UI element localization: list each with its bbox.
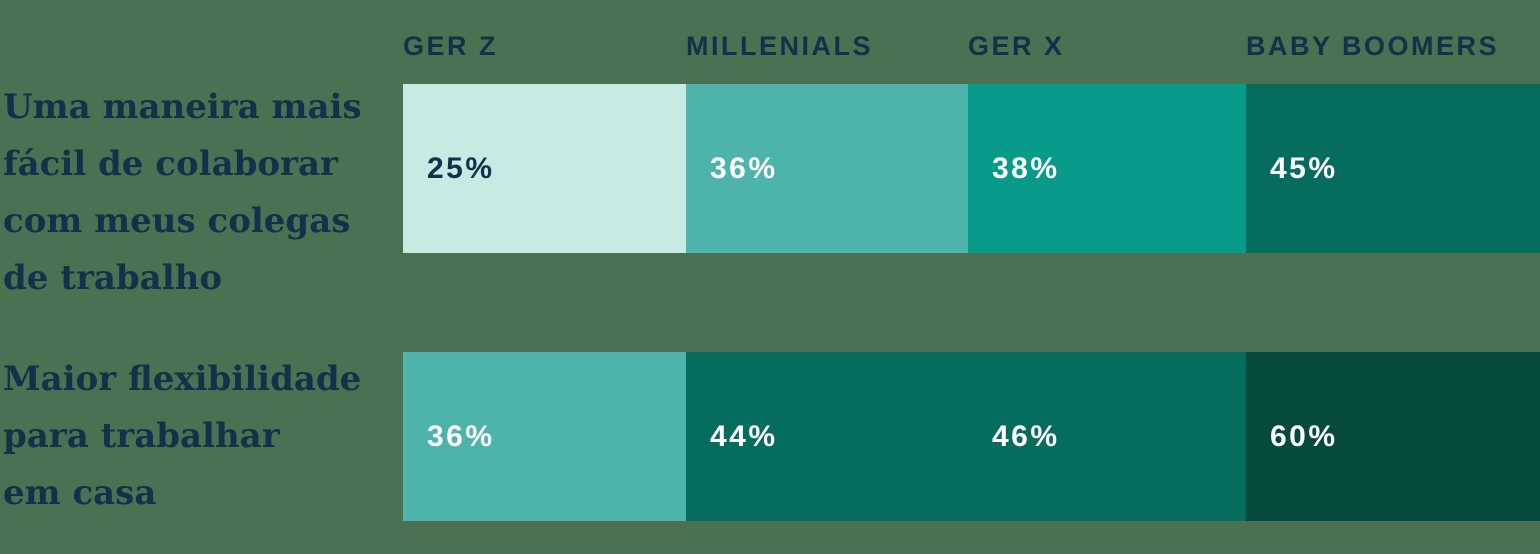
header-slot-baby-boomers: BABY BOOMERS <box>1246 33 1540 60</box>
bar-row-flexibility: 36% 44% 46% 60% <box>403 352 1540 521</box>
row-label-line: de trabalho <box>3 258 223 298</box>
column-header-millenials: MILLENIALS <box>686 31 873 61</box>
row-label-flexibility: Maior flexibilidade para trabalhar em ca… <box>3 351 403 522</box>
row-label-line: Uma maneira mais <box>3 87 362 127</box>
value-cell-baby-boomers: 60% <box>1246 352 1540 521</box>
value-cell-millenials: 44% <box>686 352 968 521</box>
column-header-baby-boomers: BABY BOOMERS <box>1246 31 1500 61</box>
bar-row-collaboration: 25% 36% 38% 45% <box>403 84 1540 253</box>
row-label-line: Maior flexibilidade <box>3 359 362 399</box>
value-cell-ger-z: 25% <box>403 84 686 253</box>
value-cell-ger-z: 36% <box>403 352 686 521</box>
value-cell-millenials: 36% <box>686 84 968 253</box>
row-label-line: em casa <box>3 473 157 513</box>
row-label-line: para trabalhar <box>3 416 280 456</box>
column-header-ger-z: GER Z <box>403 31 499 61</box>
value-cell-ger-x: 38% <box>968 84 1246 253</box>
row-label-line: fácil de colaborar <box>3 144 338 184</box>
row-label-line: com meus colegas <box>3 201 351 241</box>
column-headers: GER Z MILLENIALS GER X BABY BOOMERS <box>403 33 1540 60</box>
header-slot-ger-x: GER X <box>968 33 1246 60</box>
row-label-collaboration: Uma maneira mais fácil de colaborar com … <box>3 79 403 307</box>
value-cell-baby-boomers: 45% <box>1246 84 1540 253</box>
header-slot-millenials: MILLENIALS <box>686 33 968 60</box>
value-cell-ger-x: 46% <box>968 352 1246 521</box>
header-slot-ger-z: GER Z <box>403 33 686 60</box>
column-header-ger-x: GER X <box>968 31 1065 61</box>
